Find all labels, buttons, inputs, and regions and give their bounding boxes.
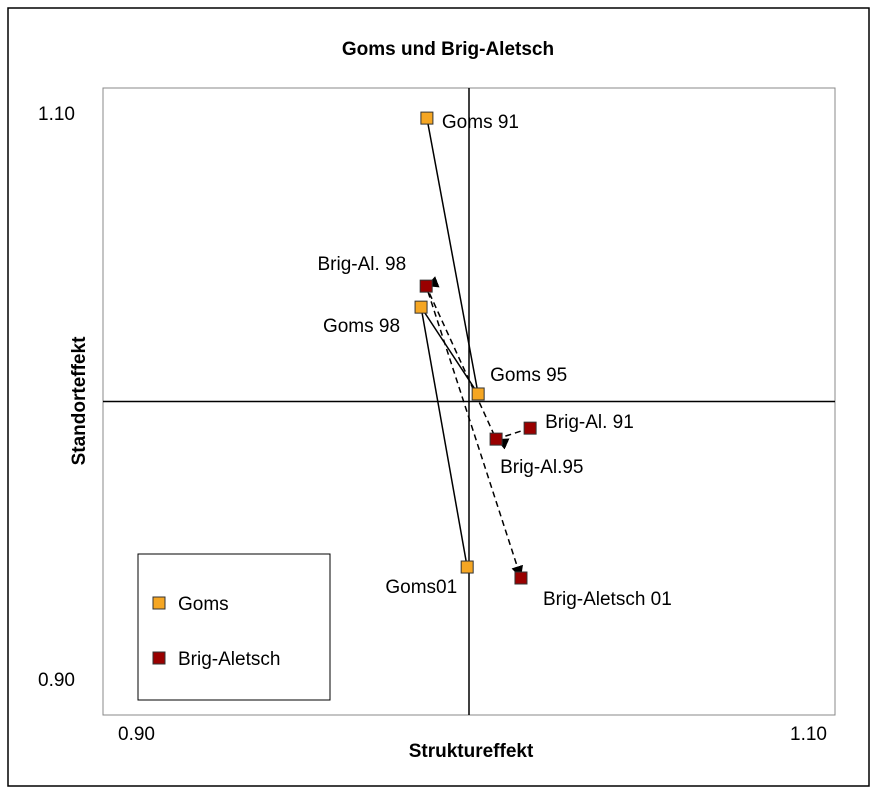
point-label: Brig-Al.95: [500, 457, 583, 478]
point: [489, 432, 503, 446]
point-label: Goms 91: [442, 112, 519, 133]
point: [460, 560, 474, 574]
point-label: Goms01: [385, 577, 457, 598]
point-label: Brig-Aletsch 01: [543, 589, 672, 610]
legend-box: [137, 553, 331, 701]
point-label: Brig-Al. 98: [317, 254, 406, 275]
x-tick-label: 0.90: [118, 724, 155, 745]
point: [514, 571, 528, 585]
point: [420, 111, 434, 125]
legend-swatch: [152, 651, 166, 665]
point: [471, 387, 485, 401]
legend-label: Goms: [178, 594, 229, 615]
chart-title: Goms und Brig-Aletsch: [342, 39, 554, 60]
legend-label: Brig-Aletsch: [178, 649, 280, 670]
x-tick-label: 1.10: [790, 724, 827, 745]
y-tick-label: 0.90: [38, 670, 75, 691]
legend-swatch: [152, 596, 166, 610]
point: [414, 300, 428, 314]
y-tick-label: 1.10: [38, 104, 75, 125]
x-axis-title: Strukture­ffekt: [409, 741, 534, 762]
point-label: Goms 98: [323, 316, 400, 337]
point-label: Goms 95: [490, 365, 567, 386]
point: [419, 279, 433, 293]
point-label: Brig-Al. 91: [545, 412, 634, 433]
y-axis-title: Standorteffekt: [69, 336, 90, 465]
point: [523, 421, 537, 435]
